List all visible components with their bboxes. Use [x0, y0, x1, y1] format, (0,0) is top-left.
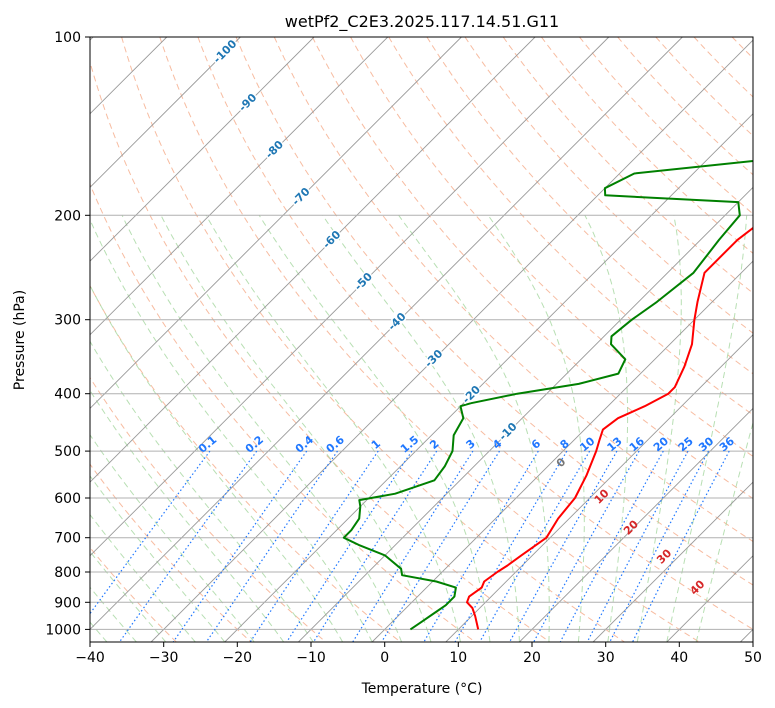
pressure-gridlines — [90, 37, 753, 630]
isotherm-line — [224, 113, 753, 642]
mixing-ratio-line — [559, 450, 664, 642]
mixing-ratio-line — [381, 450, 501, 642]
y-axis-label: Pressure (hPa) — [12, 290, 28, 390]
y-tick-label: 500 — [54, 444, 81, 460]
moist-adiabat — [636, 215, 682, 642]
mixing-ratio-line — [609, 450, 710, 642]
mixing-ratio-line — [423, 450, 539, 642]
moist-adiabat — [666, 215, 748, 642]
x-tick-label: 10 — [449, 650, 467, 666]
dry-adiabat — [541, 37, 753, 254]
dry-adiabat — [579, 37, 753, 215]
moist-adiabat — [90, 284, 344, 642]
moist-adiabat — [90, 513, 196, 642]
moist-adiabat — [584, 215, 629, 642]
dry-adiabat — [90, 463, 252, 642]
moist-adiabat — [322, 215, 520, 642]
isotherm-line — [90, 37, 610, 557]
isotherm-line — [371, 260, 753, 642]
dewpoint-profile — [342, 159, 753, 631]
mixing-ratio-line — [205, 450, 338, 642]
moist-adiabat — [160, 215, 432, 642]
mixing-ratio-line — [586, 450, 689, 642]
y-tick-label: 1000 — [45, 622, 81, 638]
dry-adiabat — [311, 37, 753, 500]
mixing-ratio-line — [479, 450, 591, 642]
isotherm-line — [519, 407, 753, 642]
moist-adiabat — [90, 340, 314, 642]
x-tick-label: 0 — [380, 650, 389, 666]
x-tick-label: −20 — [223, 650, 253, 666]
y-tick-label: 300 — [54, 313, 81, 329]
isotherm-line — [90, 37, 462, 410]
isotherm-line — [298, 186, 753, 642]
moist-adiabat — [90, 218, 373, 642]
dry-adiabat — [426, 37, 753, 375]
isotherms — [90, 37, 753, 642]
x-axis-label: Temperature (°C) — [361, 681, 483, 697]
mixing-ratio-line — [172, 450, 308, 642]
x-tick-label: 30 — [597, 650, 615, 666]
y-tick-label: 200 — [54, 208, 81, 224]
isotherm-line — [592, 481, 753, 642]
dry-adiabat — [197, 37, 753, 630]
y-tick-label: 100 — [54, 30, 81, 46]
mixing-ratio-lines — [90, 450, 730, 642]
isotherm-line — [90, 37, 241, 189]
y-tick-label: 600 — [54, 491, 81, 507]
moist-adiabat — [487, 215, 585, 642]
dry-adiabat — [90, 60, 551, 642]
isotherm-line — [90, 37, 315, 262]
moist-adiabat — [90, 475, 226, 642]
dry-adiabat — [121, 37, 625, 642]
chart-title: wetPf2_C2E3.2025.117.14.51.G11 — [285, 12, 559, 32]
dry-adiabat — [388, 37, 753, 416]
y-tick-label: 900 — [54, 595, 81, 611]
dry-adiabat — [159, 37, 700, 642]
x-tick-label: −40 — [75, 650, 105, 666]
mixing-ratio-line — [533, 450, 640, 642]
y-tick-label: 800 — [54, 565, 81, 581]
mixing-ratio-line — [509, 450, 618, 642]
moist-adiabat — [121, 215, 403, 642]
isotherm-line — [150, 39, 753, 642]
moist-adiabat — [90, 550, 167, 642]
x-axis: −40 −30 −20 −10 0 10 20 30 40 50 — [75, 642, 762, 666]
isotherm-line — [90, 37, 536, 483]
moist-adiabat — [695, 420, 753, 642]
isotherm-line — [445, 334, 753, 642]
moist-adiabat — [205, 215, 461, 642]
isotherm-line — [90, 37, 389, 336]
plot-area — [90, 37, 753, 642]
plot-frame — [89, 36, 754, 643]
moist-adiabat — [258, 215, 491, 642]
temperature-profile — [466, 226, 753, 630]
mixing-ratio-line — [352, 450, 474, 642]
y-axis: 100 200 300 400 500 600 700 800 900 1000 — [45, 30, 90, 638]
mixing-ratio-line — [119, 450, 258, 642]
dry-adiabat — [90, 376, 327, 642]
x-tick-label: −30 — [149, 650, 179, 666]
y-tick-label: 700 — [54, 531, 81, 547]
dry-adiabat — [235, 37, 753, 586]
x-tick-label: 20 — [523, 650, 541, 666]
isotherm-line — [90, 37, 683, 631]
moist-adiabat — [398, 215, 550, 642]
moist-adiabat — [90, 389, 285, 642]
x-tick-label: −10 — [296, 650, 326, 666]
y-tick-label: 400 — [54, 387, 81, 403]
x-tick-label: 40 — [670, 650, 688, 666]
moist-adiabat — [90, 433, 255, 642]
moist-adiabats — [90, 215, 753, 642]
sounding-profiles — [342, 159, 753, 631]
x-tick-label: 50 — [744, 650, 762, 666]
